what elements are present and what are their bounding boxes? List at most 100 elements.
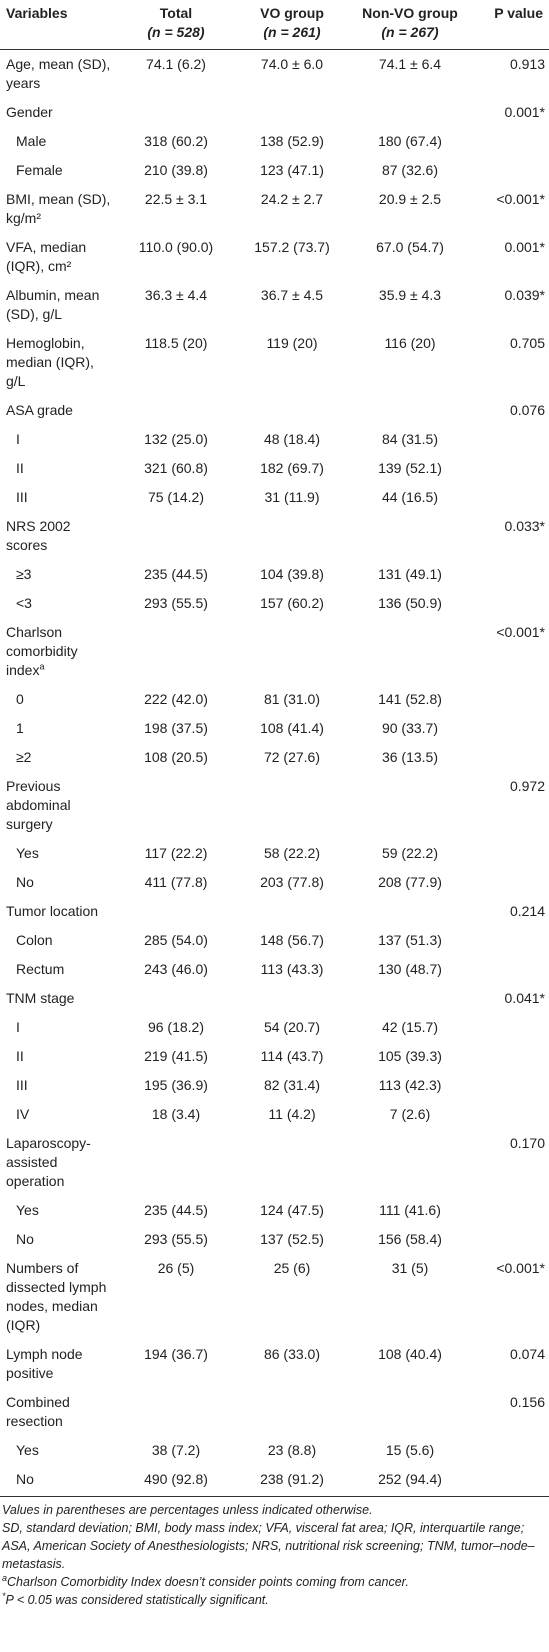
label-text: Laparoscopy-assisted operation — [6, 1135, 91, 1189]
label-text: Lymph node positive — [6, 1346, 83, 1381]
value-cell: 42 (15.7) — [381, 1019, 439, 1035]
value-cell: 23 (8.8) — [267, 1442, 317, 1458]
value-cell: 123 (47.1) — [260, 162, 324, 178]
label-text: III — [16, 1077, 28, 1093]
value-cell: 31 (11.9) — [264, 489, 320, 505]
row: Charlson comorbidity indexa <0.001* — [0, 618, 549, 685]
value-cell: 31 (5) — [391, 1260, 429, 1276]
label-text: IV — [16, 1106, 30, 1122]
value-cell: 113 (43.3) — [260, 961, 324, 977]
label-text: No — [16, 874, 34, 890]
empty-cell — [470, 1225, 549, 1254]
value-cell: 293 (55.5) — [144, 595, 208, 611]
p-value: 0.214 — [509, 903, 545, 919]
row: Age, mean (SD), years 74.1 (6.2) 74.0 ± 6.… — [0, 50, 549, 99]
p-value: 0.156 — [509, 1394, 545, 1410]
value-cell: 25 (6) — [273, 1260, 311, 1276]
value-cell: 238 (91.2) — [234, 1465, 350, 1497]
footnote: *P < 0.05 was considered statistically s… — [2, 1591, 547, 1609]
value-cell: 82 (31.4) — [263, 1077, 321, 1093]
empty-cell — [118, 98, 234, 127]
label-text: Hemoglobin, median (IQR), g/L — [6, 335, 94, 389]
value-cell: 235 (44.5) — [144, 1202, 208, 1218]
row: Hemoglobin, median (IQR), g/L 118.5 (20) 1… — [0, 329, 549, 396]
empty-cell — [234, 1129, 350, 1196]
empty-cell — [350, 772, 470, 839]
column-subtitle: (n = 267) — [381, 24, 439, 40]
value-cell: 81 (31.0) — [263, 691, 321, 707]
row-label: 1 — [0, 714, 118, 743]
value-cell: 7 (2.6) — [389, 1106, 431, 1122]
label-text: VFA, median (IQR), cm² — [6, 239, 87, 274]
label-text: Previous abdominal surgery — [6, 778, 71, 832]
value-cell: 137 (51.3) — [378, 932, 442, 948]
label-text: Yes — [16, 845, 39, 861]
column-header: VO group (n = 261) — [234, 0, 350, 50]
value-cell: 15 (5.6) — [385, 1442, 435, 1458]
sub-row: No 411 (77.8) 203 (77.8) 208 (77.9) — [0, 868, 549, 897]
row: Numbers of dissected lymph nodes, median… — [0, 1254, 549, 1340]
row-label: No — [0, 1225, 118, 1254]
value-cell: 321 (60.8) — [144, 460, 208, 476]
sub-row: 0 222 (42.0) 81 (31.0) 141 (52.8) — [0, 685, 549, 714]
empty-cell — [470, 156, 549, 185]
label-text: Yes — [16, 1202, 39, 1218]
row-label: Female — [0, 156, 118, 185]
row-label: Colon — [0, 926, 118, 955]
label-text: Male — [16, 133, 47, 149]
sub-row: <3 293 (55.5) 157 (60.2) 136 (50.9) — [0, 589, 549, 618]
value-cell: 141 (52.8) — [378, 691, 442, 707]
footnote-text: Charlson Comorbidity Index doesn’t consi… — [7, 1575, 409, 1589]
empty-cell — [470, 1013, 549, 1042]
value-cell: 116 (20) — [384, 335, 436, 351]
empty-cell — [470, 483, 549, 512]
p-value: 0.041* — [504, 990, 545, 1006]
empty-cell — [234, 618, 350, 685]
empty-cell — [350, 984, 470, 1013]
column-title: P value — [494, 5, 543, 21]
label-text: No — [16, 1231, 34, 1247]
sub-row: I 132 (25.0) 48 (18.4) 84 (31.5) — [0, 425, 549, 454]
label-text: <3 — [16, 595, 32, 611]
row-label: No — [0, 1465, 118, 1497]
value-cell: 24.2 ± 2.7 — [260, 191, 324, 207]
sub-row: Male 318 (60.2) 138 (52.9) 180 (67.4) — [0, 127, 549, 156]
label-text: Female — [16, 162, 63, 178]
value-cell: 74.0 ± 6.0 — [260, 56, 324, 72]
value-cell: 198 (37.5) — [144, 720, 208, 736]
sub-row: Female 210 (39.8) 123 (47.1) 87 (32.6) — [0, 156, 549, 185]
row-label: I — [0, 1013, 118, 1042]
value-cell: 90 (33.7) — [381, 720, 439, 736]
footnote-text: P < 0.05 was considered statistically si… — [5, 1593, 269, 1607]
sub-row: ≥3 235 (44.5) 104 (39.8) 131 (49.1) — [0, 560, 549, 589]
row-label: NRS 2002 scores — [0, 512, 118, 560]
footnote-text: Values in parentheses are percentages un… — [2, 1503, 373, 1517]
row-label: 0 — [0, 685, 118, 714]
p-value: 0.076 — [509, 402, 545, 418]
label-text: Age, mean (SD), years — [6, 56, 111, 91]
label-text: Tumor location — [6, 903, 99, 919]
sub-row: Yes 38 (7.2) 23 (8.8) 15 (5.6) — [0, 1436, 549, 1465]
empty-cell — [470, 743, 549, 772]
value-cell: 138 (52.9) — [260, 133, 324, 149]
label-text: No — [16, 1471, 34, 1487]
row-label: Rectum — [0, 955, 118, 984]
sub-row: IV 18 (3.4) 11 (4.2) 7 (2.6) — [0, 1100, 549, 1129]
row-label: Yes — [0, 1196, 118, 1225]
label-text: ASA grade — [6, 402, 73, 418]
value-cell: 105 (39.3) — [378, 1048, 442, 1064]
empty-cell — [118, 984, 234, 1013]
empty-cell — [350, 512, 470, 560]
footnote-marker: * — [2, 1590, 6, 1601]
value-cell: 293 (55.5) — [144, 1231, 208, 1247]
value-cell: 74.1 ± 6.4 — [378, 56, 442, 72]
empty-cell — [470, 714, 549, 743]
label-text: NRS 2002 scores — [6, 518, 71, 553]
value-cell: 108 (40.4) — [378, 1346, 442, 1362]
value-cell: 118.5 (20) — [144, 335, 208, 351]
row-label: ≥3 — [0, 560, 118, 589]
p-value: 0.001* — [504, 104, 545, 120]
value-cell: 22.5 ± 3.1 — [144, 191, 208, 207]
value-cell: 110.0 (90.0) — [138, 239, 214, 255]
